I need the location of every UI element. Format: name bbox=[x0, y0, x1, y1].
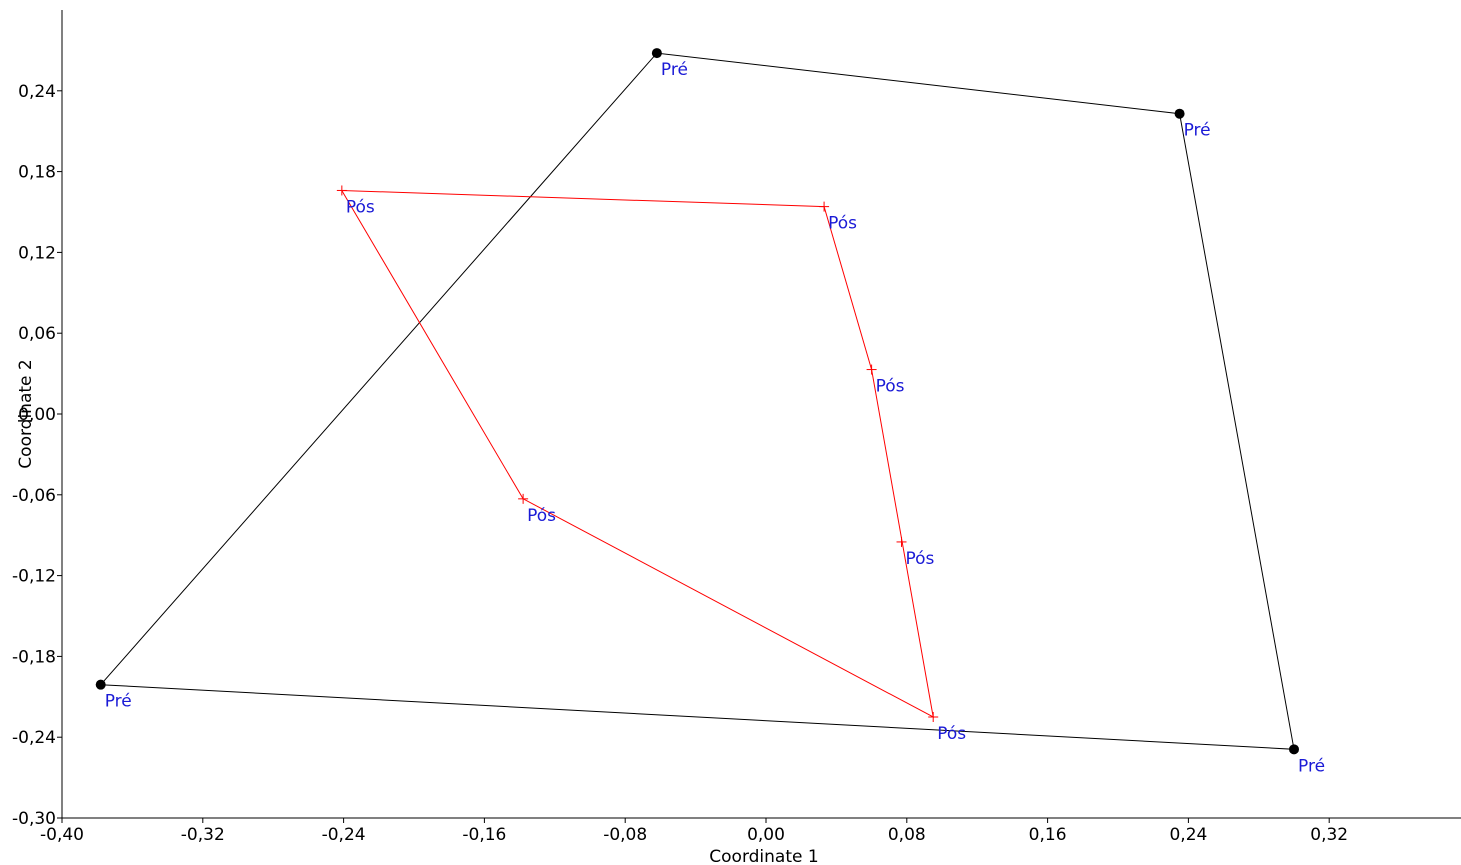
x-tick-label: -0,40 bbox=[40, 825, 84, 845]
y-tick-label: 0,00 bbox=[18, 405, 56, 425]
x-tick-label: -0,08 bbox=[603, 825, 647, 845]
point-label: Pós bbox=[828, 214, 857, 234]
x-tick-label: 0,24 bbox=[1169, 825, 1207, 845]
hull-pos bbox=[340, 189, 934, 718]
y-tick-label: -0,30 bbox=[12, 809, 56, 829]
y-ticks: -0,30 -0,24 -0,18 -0,12 -0,06 0,00 0,06 0,12 0,1… bbox=[12, 82, 62, 829]
x-tick-label: 0,08 bbox=[888, 825, 926, 845]
point-label: Pré bbox=[1298, 756, 1325, 776]
y-axis-title: Coordinate 2 bbox=[16, 359, 36, 468]
point-label: Pré bbox=[1184, 121, 1211, 141]
y-tick-label: -0,12 bbox=[12, 567, 56, 587]
point-pos bbox=[866, 364, 877, 375]
x-tick-label: 0,16 bbox=[1029, 825, 1067, 845]
point-label: Pós bbox=[937, 724, 966, 744]
point-pre bbox=[651, 48, 662, 59]
point-labels: Pré Pré Pré Pré Pós Pós Pós Pós Pós Pós bbox=[105, 60, 1325, 776]
point-pos bbox=[518, 493, 529, 504]
x-ticks: -0,40 -0,32 -0,24 -0,16 -0,08 0,00 0,08 0,16 0,2… bbox=[40, 818, 1348, 845]
point-pos bbox=[819, 201, 830, 212]
point-pre bbox=[95, 679, 106, 690]
y-tick-label: -0,24 bbox=[12, 728, 56, 748]
x-tick-label: -0,16 bbox=[462, 825, 506, 845]
point-label: Pós bbox=[906, 549, 935, 569]
point-pos bbox=[928, 712, 939, 722]
hull-pre bbox=[99, 52, 1295, 750]
point-pre bbox=[1289, 744, 1299, 755]
x-axis-title: Coordinate 1 bbox=[709, 847, 818, 865]
y-tick-label: -0,18 bbox=[12, 647, 56, 667]
point-pos bbox=[896, 536, 907, 547]
point-label: Pré bbox=[105, 692, 132, 712]
y-tick-label: 0,06 bbox=[18, 324, 56, 344]
x-tick-label: -0,24 bbox=[322, 825, 366, 845]
point-label: Pós bbox=[876, 377, 905, 397]
point-label: Pré bbox=[661, 60, 688, 80]
point-pos bbox=[336, 185, 347, 196]
x-tick-label: -0,32 bbox=[181, 825, 225, 845]
data-points bbox=[95, 48, 1299, 755]
x-tick-label: 0,00 bbox=[747, 825, 785, 845]
convex-hulls bbox=[99, 52, 1295, 750]
y-tick-label: 0,12 bbox=[18, 243, 56, 263]
x-tick-label: 0,32 bbox=[1310, 825, 1348, 845]
y-tick-label: 0,24 bbox=[18, 82, 56, 102]
y-tick-label: -0,06 bbox=[12, 486, 56, 506]
point-pre bbox=[1174, 108, 1185, 119]
point-label: Pós bbox=[527, 506, 556, 526]
point-label: Pós bbox=[346, 197, 375, 217]
y-tick-label: 0,18 bbox=[18, 163, 56, 183]
